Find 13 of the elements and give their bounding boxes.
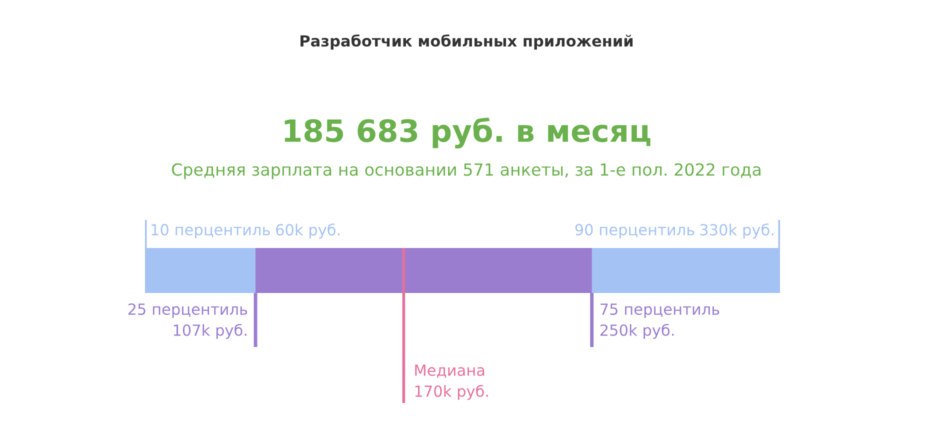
data-label: 60k руб. [276, 223, 340, 239]
data-label: 250k руб. [600, 324, 674, 339]
category-label: 25 перцентиль [128, 303, 248, 318]
data-label: 330k руб. [700, 223, 774, 239]
data-label: 170k руб. [415, 384, 488, 400]
text: 185 683 руб. в месяц [284, 118, 650, 148]
category-label: 75 перцентиль [600, 304, 720, 318]
data-label: 107k руб. [174, 324, 246, 339]
text: Средняя зарплата на основании 571 анкеты, за 1-е пол. 2022 года [172, 163, 760, 180]
category-label: 90 перцентиль [575, 224, 694, 238]
category-label: Медиана [415, 364, 484, 378]
category-label: 10 перцентиль [152, 224, 270, 238]
text: Разработчик мобильных приложений [300, 34, 633, 50]
